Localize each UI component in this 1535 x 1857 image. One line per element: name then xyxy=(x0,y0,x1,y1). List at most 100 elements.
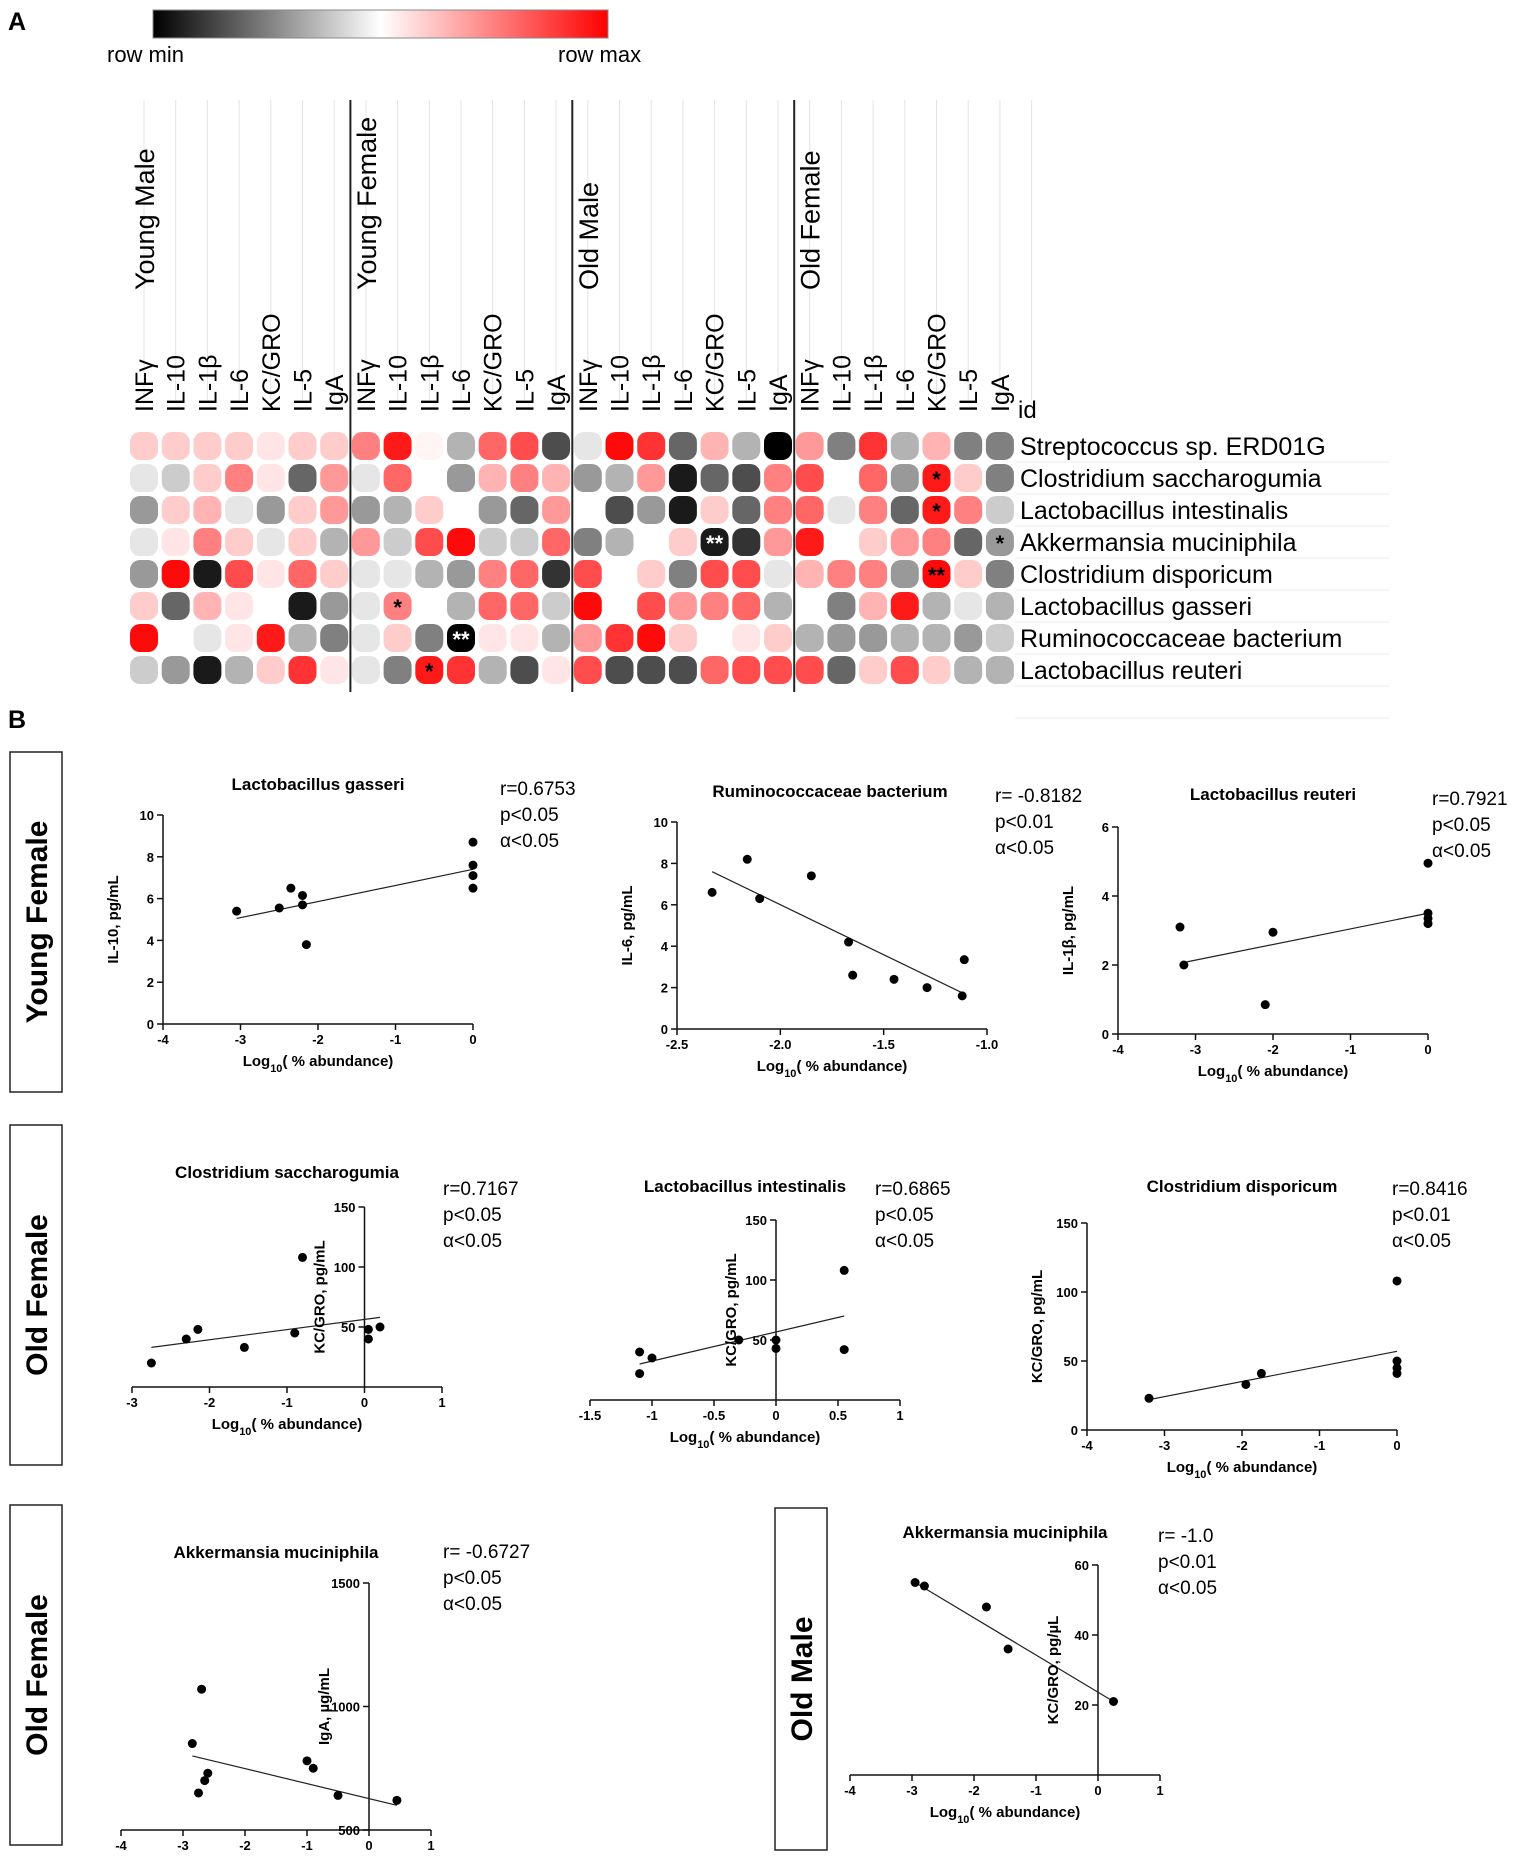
column-header: IL-6 xyxy=(892,369,920,412)
data-point xyxy=(755,894,765,904)
y-tick-label: 1500 xyxy=(331,1576,360,1591)
heatmap-cell xyxy=(795,560,824,588)
x-tick-label: -4 xyxy=(844,1783,856,1798)
heatmap-cell xyxy=(478,464,507,492)
data-point xyxy=(647,1353,657,1363)
heatmap-cell xyxy=(764,528,792,556)
heatmap-cell xyxy=(447,560,475,588)
x-tick-label: -3 xyxy=(235,1032,247,1047)
stat-line: p<0.05 xyxy=(443,1568,502,1589)
scatter-title: Lactobacillus intestinalis xyxy=(644,1177,846,1196)
x-tick-label: -2.5 xyxy=(666,1037,688,1052)
heatmap-cell xyxy=(827,656,856,684)
heatmap-cell xyxy=(542,528,571,556)
y-tick-label: 6 xyxy=(147,892,154,907)
heatmap-cell xyxy=(954,432,983,460)
heatmap-cell xyxy=(827,464,856,492)
data-point xyxy=(301,940,311,950)
data-point xyxy=(771,1343,781,1353)
data-point xyxy=(363,1324,373,1334)
data-point xyxy=(919,1581,929,1591)
data-point xyxy=(959,955,969,965)
heatmap-cell xyxy=(859,592,888,620)
heatmap-cell xyxy=(732,496,761,524)
heatmap-cell xyxy=(890,656,919,684)
column-header: INFγ xyxy=(797,359,825,412)
heatmap-cell xyxy=(542,432,571,460)
heatmap-cell xyxy=(922,464,951,492)
data-point xyxy=(981,1602,991,1612)
heatmap-cell xyxy=(256,528,285,556)
heatmap-cell xyxy=(447,624,475,652)
data-point xyxy=(1392,1356,1402,1366)
data-point xyxy=(1260,1000,1270,1010)
heatmap-cell xyxy=(985,528,1014,556)
regression-line xyxy=(151,1316,381,1348)
data-point xyxy=(181,1334,191,1344)
id-label: id xyxy=(1018,397,1037,424)
data-point xyxy=(1268,927,1278,937)
data-point xyxy=(1175,922,1185,932)
heatmap-cell xyxy=(447,592,475,620)
heatmap-cell xyxy=(827,624,856,652)
stat-line: α<0.05 xyxy=(500,831,559,852)
column-header: IL-1β xyxy=(416,355,444,412)
heatmap-cell xyxy=(954,496,983,524)
heatmap-cell xyxy=(637,592,666,620)
y-tick-label: 0 xyxy=(1071,1423,1078,1438)
heatmap-cell xyxy=(130,496,158,524)
column-header: IL-6 xyxy=(670,369,698,412)
heatmap-cell xyxy=(161,464,190,492)
heatmap-cell xyxy=(288,496,317,524)
stat-line: r= -1.0 xyxy=(1158,1526,1213,1547)
scatter-title: Lactobacillus reuteri xyxy=(1190,785,1356,804)
stat-line: p<0.05 xyxy=(500,805,559,826)
heatmap-cell xyxy=(668,592,697,620)
heatmap-cell xyxy=(573,560,602,588)
x-tick-label: -2.0 xyxy=(769,1037,791,1052)
x-tick-label: -2 xyxy=(204,1395,216,1410)
heatmap-cell xyxy=(954,592,983,620)
x-tick-label: -4 xyxy=(157,1032,169,1047)
heatmap-cell xyxy=(605,560,634,588)
data-point xyxy=(286,883,296,893)
heatmap-cell xyxy=(320,464,349,492)
heatmap-cell xyxy=(605,432,634,460)
heatmap-cell xyxy=(795,624,824,652)
heatmap-cell xyxy=(288,656,317,684)
heatmap-cell xyxy=(383,560,412,588)
data-point xyxy=(771,1335,781,1345)
heatmap-cell xyxy=(732,656,761,684)
y-tick-label: 2 xyxy=(661,981,668,996)
y-tick-label: 6 xyxy=(661,898,668,913)
heatmap-cell xyxy=(383,528,412,556)
data-point xyxy=(844,937,854,947)
heatmap-cell xyxy=(225,560,254,588)
x-tick-label: -2 xyxy=(1236,1438,1248,1453)
heatmap-cell xyxy=(256,624,285,652)
column-header: KC/GRO xyxy=(480,313,508,412)
heatmap-cell xyxy=(605,624,634,652)
heatmap-cell xyxy=(193,560,222,588)
heatmap-cell xyxy=(510,560,539,588)
heatmap-cell xyxy=(288,560,317,588)
x-tick-label: -4 xyxy=(1112,1042,1124,1057)
heatmap-cell xyxy=(764,592,792,620)
x-tick-label: -1 xyxy=(646,1408,658,1423)
x-axis-label: Log10( % abundance) xyxy=(930,1804,1081,1826)
data-point xyxy=(290,1328,300,1338)
heatmap-cell xyxy=(890,560,919,588)
y-tick-label: 100 xyxy=(334,1260,356,1275)
heatmap-cell xyxy=(732,560,761,588)
heatmap-cell xyxy=(193,624,222,652)
heatmap-cell xyxy=(922,496,951,524)
heatmap-cell xyxy=(542,560,571,588)
row-label: Lactobacillus gasseri xyxy=(1020,593,1252,621)
stat-line: r= -0.8182 xyxy=(995,786,1082,807)
heatmap-cell xyxy=(827,496,856,524)
stat-line: r=0.7921 xyxy=(1432,789,1508,810)
heatmap-cell xyxy=(161,528,190,556)
heatmap-cell xyxy=(732,432,761,460)
data-point xyxy=(1392,1276,1402,1286)
